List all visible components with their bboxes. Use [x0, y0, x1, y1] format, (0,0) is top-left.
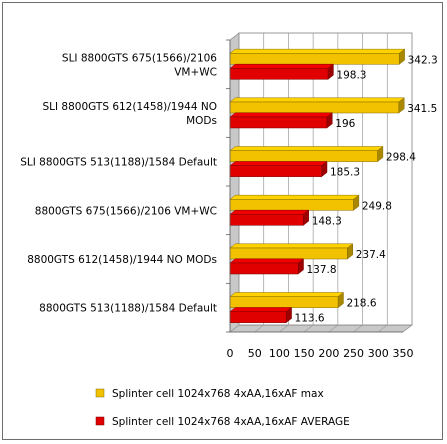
- bar: [229, 296, 339, 308]
- category-label: SLI 8800GTS 612(1458)/1944 NO: [42, 101, 217, 113]
- bar-top-face: [229, 48, 406, 54]
- data-label: 137.8: [307, 264, 337, 276]
- data-label: 237.4: [356, 249, 386, 261]
- bar: [229, 199, 354, 211]
- legend-label: Splinter cell 1024x768 4xAA,16xAF AVERAG…: [112, 416, 350, 428]
- bar-top-face: [229, 146, 384, 151]
- data-label: 113.6: [295, 313, 325, 325]
- x-tick-label: 250: [343, 347, 364, 360]
- data-label: 341.5: [407, 103, 437, 115]
- data-label: 249.8: [362, 200, 392, 212]
- x-tick-label: 200: [318, 347, 339, 360]
- x-tick-label: 100: [269, 347, 290, 360]
- category-label: MODs: [186, 115, 217, 127]
- bar: [229, 247, 348, 260]
- category-label: 8800GTS 612(1458)/1944 NO MODs: [27, 254, 217, 266]
- floor-gridline: [402, 324, 413, 333]
- floor-gridline: [279, 324, 289, 333]
- category-label: VM+WC: [174, 66, 217, 78]
- bar: [229, 53, 400, 65]
- data-label: 148.3: [312, 215, 342, 227]
- bar: [229, 214, 304, 226]
- data-label: 196: [335, 118, 355, 130]
- bar: [229, 262, 299, 275]
- x-tick-label: 0: [227, 347, 234, 360]
- floor-gridline: [229, 324, 240, 333]
- floor-gridline: [303, 324, 314, 333]
- category-label: 8800GTS 675(1566)/2106 VM+WC: [35, 205, 217, 217]
- floor-gridline: [254, 324, 264, 333]
- category-label: 8800GTS 513(1188)/1584 Default: [39, 303, 217, 315]
- bar: [229, 150, 378, 162]
- legend-label: Splinter cell 1024x768 4xAA,16xAF max: [112, 388, 324, 400]
- x-tick-label: 300: [368, 347, 389, 360]
- bar-top-face: [229, 63, 335, 69]
- x-tick-label: 150: [294, 347, 315, 360]
- bar: [229, 101, 400, 114]
- bar-top-face: [229, 209, 310, 215]
- data-label: 185.3: [330, 167, 360, 179]
- bar-top-face: [229, 307, 293, 312]
- bar-top-face: [229, 292, 345, 297]
- back-wall: [238, 32, 413, 326]
- floor-gridline: [378, 324, 388, 333]
- bar-top-face: [229, 112, 334, 118]
- floor-wall: [229, 324, 413, 333]
- bar-top-face: [229, 243, 354, 249]
- x-tick-label: 50: [248, 347, 262, 360]
- category-label: SLI 8800GTS 675(1566)/2106: [62, 52, 217, 64]
- bar: [229, 68, 329, 80]
- data-label: 342.3: [408, 54, 438, 66]
- data-label: 218.6: [346, 298, 376, 310]
- bar-top-face: [229, 97, 405, 103]
- legend-swatch: [95, 388, 105, 398]
- floor-gridline: [328, 324, 339, 333]
- data-label: 198.3: [336, 69, 366, 81]
- bar: [229, 116, 328, 129]
- legend-swatch: [95, 416, 105, 426]
- bar: [229, 311, 287, 323]
- bar-top-face: [229, 194, 360, 200]
- floor-gridline: [353, 324, 363, 333]
- category-label: SLI 8800GTS 513(1188)/1584 Default: [20, 157, 217, 169]
- bar-top-face: [229, 161, 328, 166]
- bar-top-face: [229, 258, 305, 264]
- x-tick-label: 350: [393, 347, 414, 360]
- data-label: 298.4: [386, 152, 416, 164]
- bar: [229, 165, 322, 177]
